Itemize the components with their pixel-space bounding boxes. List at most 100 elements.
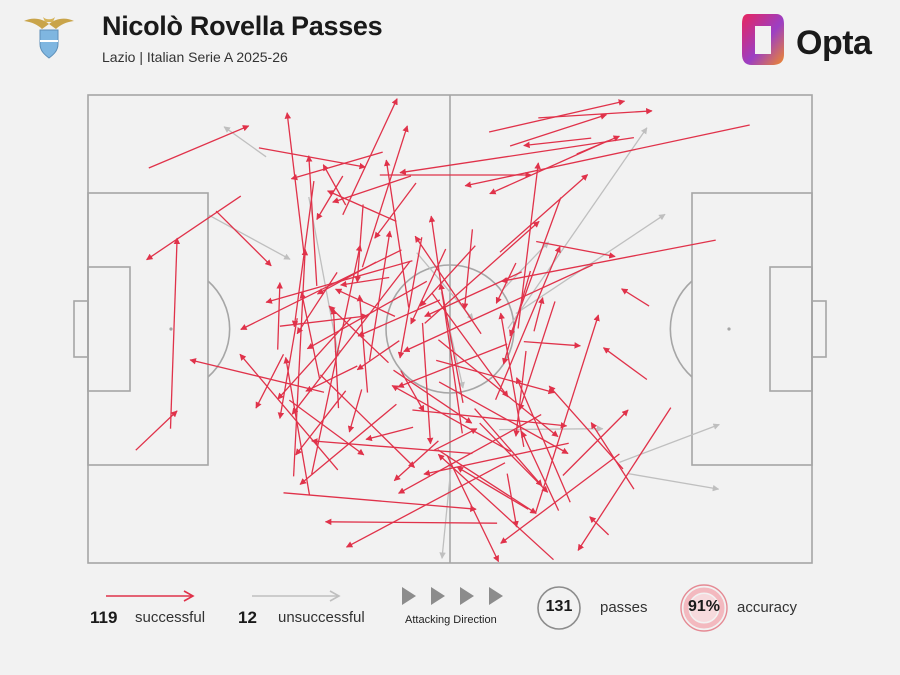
- successful-pass-18: [279, 313, 369, 327]
- successful-pass-54: [602, 347, 648, 381]
- successful-pass-74: [240, 249, 402, 331]
- successful-pass-20: [239, 353, 339, 471]
- successful-pass-7: [361, 125, 409, 268]
- unsuccessful-pass-4: [500, 241, 549, 292]
- successful-passes: [135, 98, 750, 563]
- unsuccessful-pass-3: [308, 196, 341, 357]
- successful-pass-84: [438, 381, 569, 455]
- successful-pass-102: [327, 190, 397, 222]
- passes-label: passes: [600, 599, 648, 616]
- successful-pass-87: [461, 229, 474, 310]
- accuracy-ring-icon: [680, 584, 728, 632]
- successful-pass-34: [393, 440, 439, 482]
- successful-pass-98: [538, 108, 653, 119]
- successful-pass-69: [356, 340, 400, 371]
- successful-pass-10: [419, 245, 476, 307]
- successful-pass-9: [284, 112, 306, 258]
- successful-pass-90: [414, 235, 482, 335]
- successful-pass-104: [324, 518, 498, 526]
- successful-pass-115: [391, 385, 512, 453]
- successful-pass-59: [283, 492, 477, 512]
- page-subtitle: Lazio | Italian Serie A 2025-26: [102, 49, 288, 65]
- unsuccessful-label: unsuccessful: [278, 609, 365, 626]
- successful-pass-101: [534, 314, 600, 514]
- successful-pass-60: [456, 466, 529, 510]
- successful-pass-100: [383, 159, 410, 308]
- unsuccessful-count: 12: [238, 608, 257, 627]
- successful-pass-97: [509, 113, 608, 147]
- successful-pass-41: [410, 248, 447, 325]
- successful-pass-29: [495, 246, 561, 400]
- successful-pass-107: [523, 137, 592, 149]
- successful-pass-49: [548, 385, 624, 470]
- successful-pass-13: [464, 124, 750, 188]
- successful-pass-32: [295, 390, 347, 456]
- successful-pass-99: [576, 135, 620, 155]
- left-penalty-spot: [169, 327, 173, 331]
- attacking-direction-arrows-icon: [402, 587, 503, 605]
- successful-pass-92: [277, 318, 298, 420]
- successful-pass-76: [291, 260, 411, 415]
- successful-pass-89: [368, 230, 393, 361]
- opta-logo: Opta: [738, 10, 888, 68]
- successful-pass-28: [513, 350, 527, 437]
- successful-pass-62: [562, 409, 629, 476]
- accuracy-value: 91%: [687, 598, 721, 615]
- unsuccessful-pass-2: [207, 214, 291, 260]
- successful-pass-16: [215, 210, 272, 267]
- successful-pass-51: [500, 453, 620, 544]
- successful-pass-42: [421, 322, 434, 445]
- successful-pass-15: [258, 147, 366, 170]
- successful-pass-82: [437, 339, 559, 438]
- successful-pass-113: [305, 365, 358, 392]
- successful-pass-50: [509, 197, 562, 337]
- successful-pass-26: [335, 288, 396, 317]
- successful-pass-44: [517, 162, 541, 329]
- successful-pass-111: [374, 182, 417, 239]
- successful-pass-2: [135, 410, 178, 451]
- successful-pass-93: [277, 316, 352, 400]
- unsuccessful-passes: [207, 126, 720, 559]
- successful-pass-70: [328, 305, 389, 364]
- successful-pass-35: [521, 430, 560, 511]
- successful-pass-67: [292, 248, 309, 477]
- successful-pass-116: [589, 516, 610, 536]
- successful-pass-48: [577, 407, 672, 551]
- successful-pass-80: [399, 136, 634, 176]
- successful-pass-79: [495, 262, 517, 304]
- successful-pass-77: [398, 414, 542, 494]
- total-passes-count: 131: [545, 598, 573, 615]
- unsuccessful-pass-11: [627, 472, 720, 492]
- successful-pass-45: [498, 312, 525, 448]
- successful-pass-4: [332, 175, 412, 204]
- successful-pass-21: [288, 399, 365, 456]
- successful-pass-53: [500, 239, 716, 284]
- successful-pass-24: [305, 155, 318, 286]
- successful-pass-109: [299, 291, 321, 380]
- successful-label: successful: [135, 609, 206, 626]
- successful-pass-31: [356, 294, 369, 393]
- successful-pass-103: [322, 164, 347, 206]
- successful-pass-61: [536, 240, 616, 259]
- opta-mark-icon: [742, 14, 784, 65]
- successful-pass-81: [403, 264, 593, 353]
- attacking-direction-label: Attacking Direction: [405, 614, 497, 626]
- successful-pass-65: [533, 296, 545, 332]
- successful-pass-85: [319, 374, 415, 468]
- successful-pass-117: [393, 369, 473, 424]
- successful-pass-6: [342, 98, 398, 216]
- lazio-crest-logo: [24, 17, 74, 59]
- pitch-markings: [73, 94, 827, 564]
- successful-count: 119: [90, 608, 118, 627]
- successful-pass-55: [397, 237, 423, 359]
- right-penalty-spot: [727, 327, 731, 331]
- successful-pass-52: [621, 288, 650, 307]
- brand-name: Opta: [796, 24, 872, 62]
- successful-pass-112: [340, 276, 390, 288]
- successful-pass-72: [436, 359, 555, 395]
- successful-pass-91: [354, 204, 364, 283]
- total-passes-ring-icon: [537, 586, 581, 630]
- successful-pass-66: [518, 301, 556, 411]
- successful-pass-105: [506, 473, 519, 528]
- successful-pass-64: [365, 426, 414, 442]
